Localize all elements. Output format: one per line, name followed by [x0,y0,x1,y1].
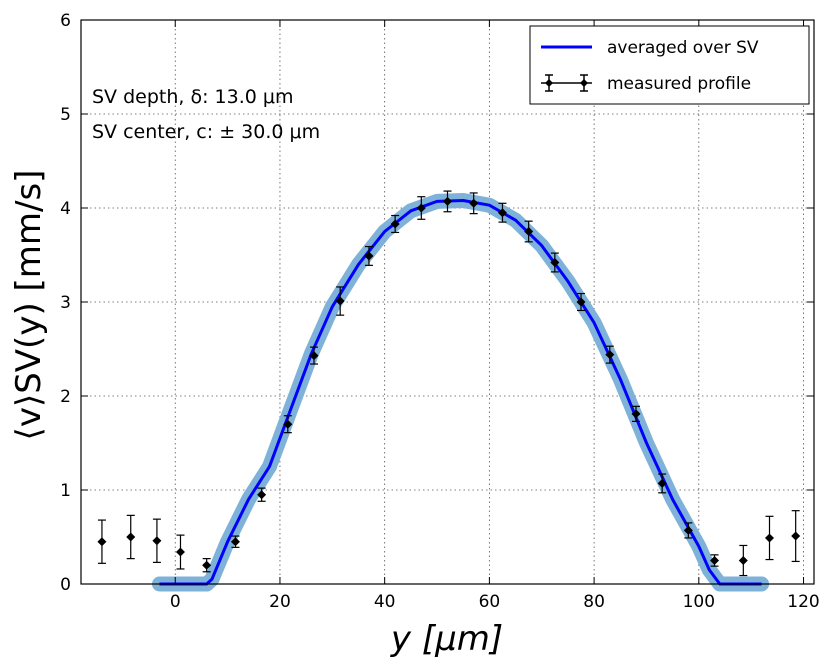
x-tick-label: 80 [583,592,605,612]
data-marker [97,537,107,547]
measured-point [710,554,720,567]
data-marker [283,419,293,429]
data-marker [657,478,667,488]
measured-point [631,405,641,422]
annotation-sv-depth: SV depth, δ: 13.0 μm [92,86,294,108]
data-marker [764,533,774,543]
y-axis-title: ⟨v⟩SV(y) [mm/s] [9,170,49,441]
data-marker [309,351,319,361]
x-tick-label: 20 [269,592,291,612]
y-tick-label: 1 [60,481,71,501]
data-marker [416,203,426,213]
data-marker [364,251,374,261]
measured-point [657,473,667,494]
data-marker [605,350,615,360]
measured-point [469,192,479,215]
y-tick-label: 2 [60,387,71,407]
data-marker [126,532,136,542]
data-marker [710,556,720,565]
measured-point [524,220,534,243]
measured-point [738,544,748,577]
legend-label-measured: measured profile [607,74,751,94]
legend-label-averaged: averaged over SV [607,38,759,58]
x-tick-label: 40 [374,592,396,612]
data-marker [443,196,452,206]
measured-point [390,214,400,234]
measured-point [230,535,240,548]
x-axis-title: y [μm] [390,619,503,659]
measured-point [257,487,267,502]
data-marker [791,531,801,541]
y-tick-label: 5 [60,105,71,125]
measured-point [443,190,452,213]
measured-point [126,514,136,560]
measured-point [335,286,345,316]
measured-point [97,519,107,564]
measured-point [152,518,162,563]
y-tick-label: 0 [60,575,71,595]
measured-point [175,534,185,570]
measured-point [576,292,586,312]
measured-point [364,245,374,266]
y-tick-label: 4 [60,199,71,219]
measured-point [416,196,426,220]
grid [81,20,814,584]
data-marker [576,297,586,307]
measured-point [309,346,319,365]
legend-errorbar-sample [541,74,592,92]
x-tick-label: 60 [479,592,501,612]
plot-area [97,190,801,592]
data-marker [683,525,693,535]
measured-point [683,522,693,539]
data-marker [524,227,534,236]
data-marker [631,409,641,419]
legend-box [529,25,810,105]
axis-ticks: 0 20 40 60 80 100 120 0 1 2 3 4 5 6 [60,11,820,612]
data-marker [497,208,507,218]
data-marker [550,258,560,268]
data-marker [230,537,240,547]
measured-point [764,515,774,561]
measured-point [791,510,801,563]
measured-point [550,252,560,273]
annotation-sv-center: SV center, c: ± 30.0 μm [92,121,320,143]
y-tick-label: 3 [60,293,71,313]
data-marker [152,536,162,546]
x-tick-label: 0 [170,592,181,612]
data-marker [175,547,185,557]
x-tick-label: 120 [787,592,819,612]
data-marker [738,556,748,565]
y-tick-label: 6 [60,11,71,31]
measured-point [202,558,212,573]
legend: averaged over SV measured profile [529,25,810,105]
data-marker [335,296,345,306]
measured-point [497,202,507,223]
data-marker [469,198,479,208]
data-marker [202,560,212,570]
measured-point [605,345,615,364]
x-tick-label: 100 [683,592,715,612]
data-marker [257,490,267,500]
data-marker [390,219,400,229]
measured-point [283,415,293,434]
